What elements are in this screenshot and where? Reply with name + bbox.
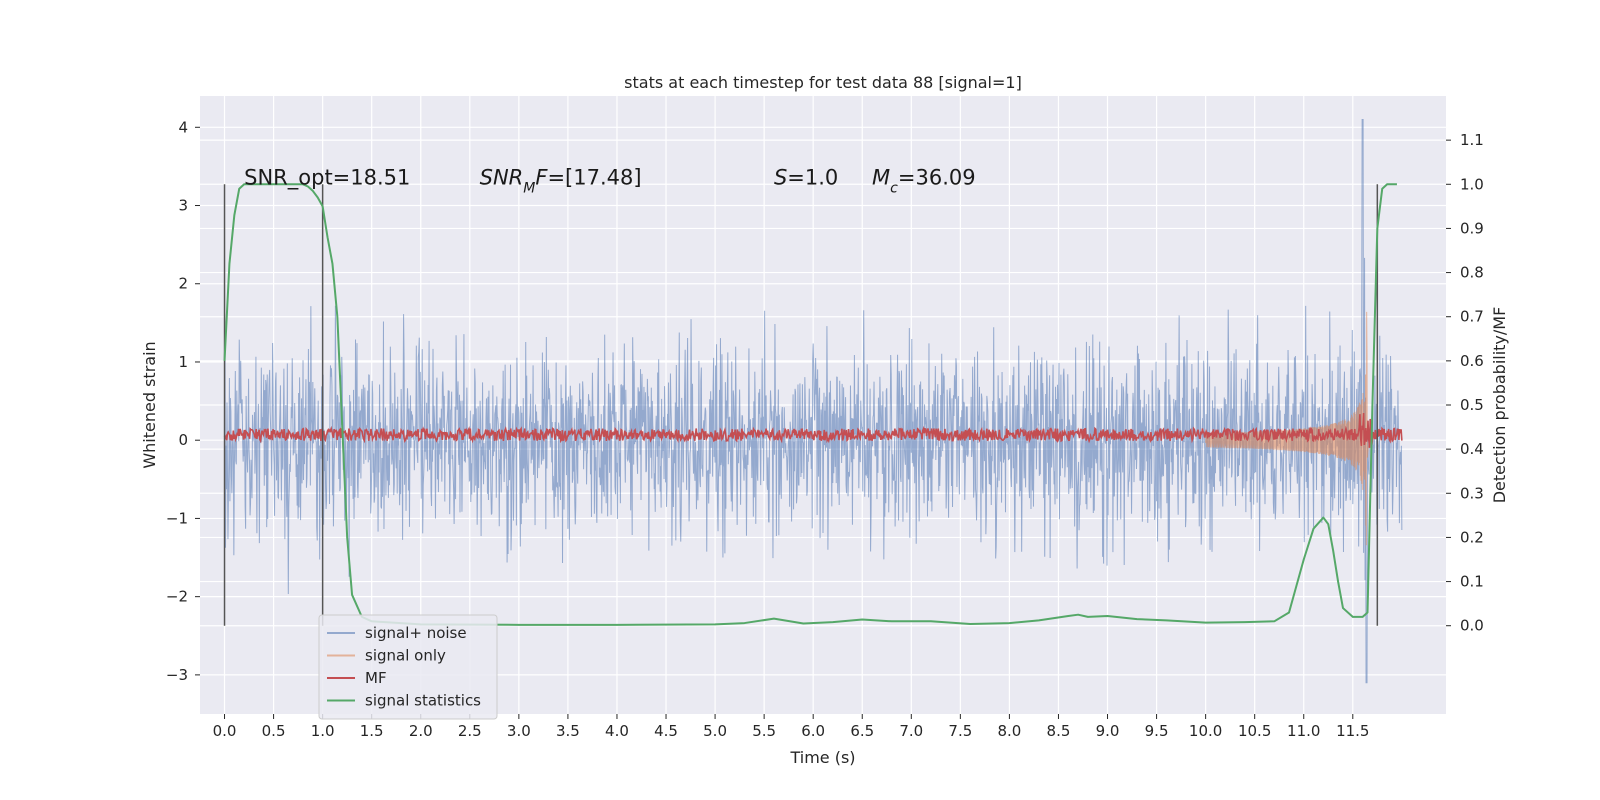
x-tick-label: 10.5: [1238, 722, 1271, 740]
x-tick-label: 3.0: [507, 722, 531, 740]
y-left-tick-label: 3: [178, 197, 188, 215]
annotation-1: SNRMF=[17.48]: [480, 165, 642, 196]
x-tick-label: 11.5: [1336, 722, 1369, 740]
x-tick-label: 6.5: [850, 722, 874, 740]
y-right-tick-label: 0.9: [1460, 219, 1484, 237]
x-tick-label: 7.0: [899, 722, 923, 740]
x-tick-label: 7.5: [948, 722, 972, 740]
annotation-2: S=1.0: [774, 165, 838, 189]
x-tick-label: 1.0: [311, 722, 335, 740]
y-left-tick-label: −2: [166, 588, 188, 606]
grid-lines: [200, 96, 1446, 714]
x-tick-label: 6.0: [801, 722, 825, 740]
y-axis-label-left: Whitened strain: [140, 341, 159, 468]
series-signal-statistics: [223, 183, 1397, 626]
x-tick-label: 9.5: [1145, 722, 1169, 740]
x-axis-label: Time (s): [789, 748, 855, 767]
y-right-tick-label: 0.4: [1460, 440, 1484, 458]
y-left-tick-label: 0: [178, 431, 188, 449]
x-tick-label: 1.5: [360, 722, 384, 740]
y-right-tick-label: 0.3: [1460, 484, 1484, 502]
y-right-tick-label: 0.5: [1460, 396, 1484, 414]
x-tick-label: 4.5: [654, 722, 678, 740]
x-tick-label: 2.0: [409, 722, 433, 740]
y-left-tick-label: 4: [178, 118, 188, 136]
y-left-tick-label: −1: [166, 509, 188, 527]
legend-label: signal statistics: [365, 692, 481, 710]
y-right-tick-label: 0.8: [1460, 264, 1484, 282]
axis-ticks: 0.0 0.5 1.0 1.5 2.0 2.5 3.0 3.5 4.0 4.5 5.0 5.5 6.0 6…: [166, 118, 1484, 740]
mf-line: [223, 412, 1403, 448]
x-tick-label: 10.0: [1189, 722, 1222, 740]
x-tick-label: 3.5: [556, 722, 580, 740]
signal-noise-line: [224, 118, 1403, 684]
y-left-tick-label: 2: [178, 275, 188, 293]
y-right-tick-label: 1.1: [1460, 131, 1484, 149]
x-tick-label: 5.5: [752, 722, 776, 740]
y-right-tick-label: 0.6: [1460, 352, 1484, 370]
y-axis-label-right: Detection probability/MF: [1490, 307, 1509, 504]
y-right-tick-label: 0.7: [1460, 308, 1484, 326]
y-left-tick-label: 1: [178, 353, 188, 371]
y-right-tick-label: 1.0: [1460, 175, 1484, 193]
legend: signal+ noise signal only MF signal statist…: [318, 614, 498, 720]
x-tick-label: 4.0: [605, 722, 629, 740]
legend-label: signal only: [365, 647, 446, 665]
signal-statistics-line: [223, 183, 1397, 626]
y-right-tick-label: 0.1: [1460, 573, 1484, 591]
legend-label: signal+ noise: [365, 624, 467, 642]
chart-title: stats at each timestep for test data 88 …: [624, 73, 1022, 92]
y-right-tick-label: 0.2: [1460, 528, 1484, 546]
legend-label: MF: [365, 669, 387, 687]
x-tick-label: 0.5: [262, 722, 286, 740]
x-tick-label: 8.5: [1047, 722, 1071, 740]
x-tick-label: 0.0: [213, 722, 237, 740]
annotation-0: SNR_opt=18.51: [244, 165, 410, 190]
series-mf: [223, 412, 1403, 448]
x-tick-label: 5.0: [703, 722, 727, 740]
x-tick-label: 2.5: [458, 722, 482, 740]
x-tick-label: 11.0: [1287, 722, 1320, 740]
y-left-tick-label: −3: [166, 666, 188, 684]
x-tick-label: 9.0: [1096, 722, 1120, 740]
y-right-tick-label: 0.0: [1460, 617, 1484, 635]
x-tick-label: 8.0: [997, 722, 1021, 740]
series-signal-noise: [224, 118, 1403, 684]
legend-box: [318, 614, 498, 720]
